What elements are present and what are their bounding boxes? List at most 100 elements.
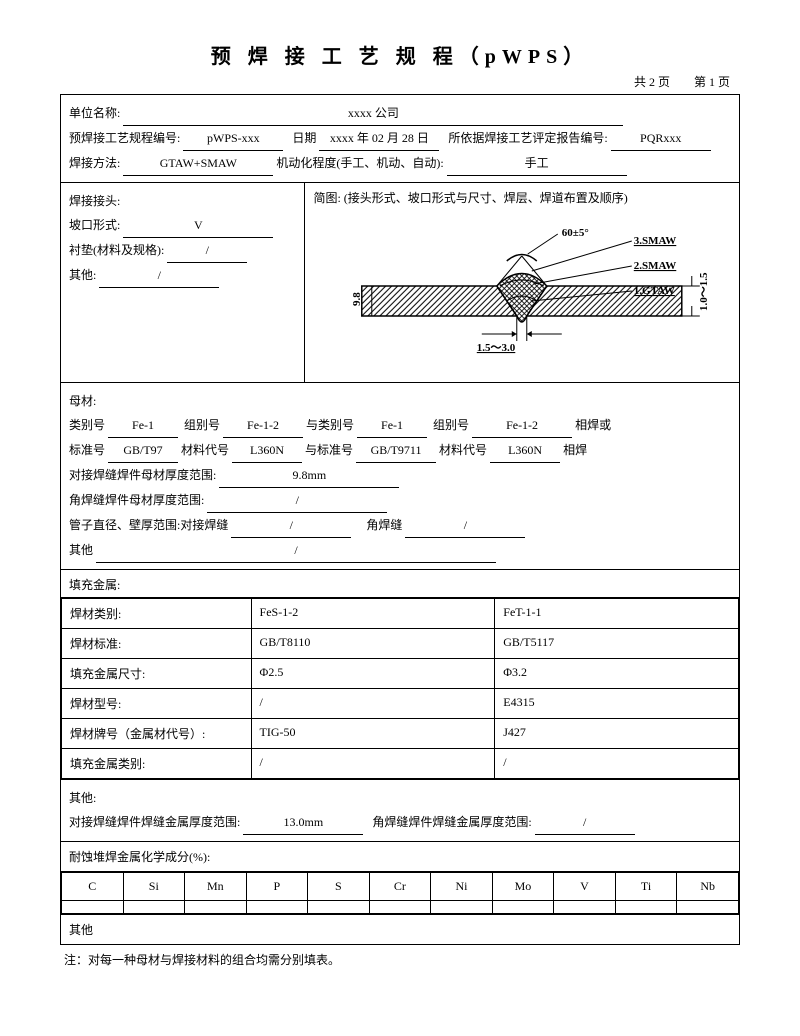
chem-col: P (246, 873, 308, 901)
chem-col: Ti (615, 873, 677, 901)
filler-cat-a: FeS-1-2 (251, 599, 495, 629)
footnote: 注：对每一种母材与焊接材料的组合均需分别填表。 (60, 945, 740, 968)
filler-table: 焊材类别: FeS-1-2 FeT-1-1 焊材标准: GB/T8110 GB/… (61, 598, 739, 779)
filler-label: 填充金属: (69, 578, 120, 592)
chem-col: C (62, 873, 124, 901)
chem-col: S (308, 873, 370, 901)
mat2: L360N (490, 438, 560, 463)
pipe-butt: / (231, 513, 351, 538)
method-value: GTAW+SMAW (123, 151, 273, 176)
fillet-range-label: 角焊缝焊件焊缝金属厚度范围: (372, 815, 531, 829)
filler-fcat-b: / (495, 749, 739, 779)
company-value: xxxx 公司 (123, 101, 623, 126)
group2: Fe-1-2 (472, 413, 572, 438)
weld-text: 相焊 (563, 443, 587, 457)
butt-range-value: 13.0mm (243, 810, 363, 835)
filler-model-a: / (251, 689, 495, 719)
filler-other-label: 其他: (69, 786, 731, 810)
chem-label: 耐蚀堆焊金属化学成分(%): (61, 842, 740, 872)
pqr-value: PQRxxx (611, 126, 711, 151)
group-label2: 组别号 (433, 418, 469, 432)
svg-text:60±5°: 60±5° (562, 227, 589, 239)
filler-std-a: GB/T8110 (251, 629, 495, 659)
date-value: xxxx 年 02 月 28 日 (319, 126, 439, 151)
fillet-thick-label: 角焊缝焊件母材厚度范围: (69, 493, 204, 507)
base-label: 母材: (69, 389, 731, 413)
filler-fcat-a: / (251, 749, 495, 779)
filler-brand-a: TIG-50 (251, 719, 495, 749)
pipe-fillet: / (405, 513, 525, 538)
auto-label: 机动化程度(手工、机动、自动): (276, 156, 443, 170)
pwps-no-label: 预焊接工艺规程编号: (69, 131, 180, 145)
svg-text:9.8: 9.8 (351, 292, 363, 306)
mat1: L360N (232, 438, 302, 463)
std2: GB/T9711 (356, 438, 436, 463)
chem-col: Ni (431, 873, 493, 901)
joint-diagram: 60±5° 3.SMAW 2.SMAW 1.GTAW 9.8 (313, 206, 731, 376)
chem-table: CSiMnPSCrNiMoVTiNb (61, 872, 739, 914)
chem-col: Si (123, 873, 185, 901)
filler-model-b: E4315 (495, 689, 739, 719)
svg-text:1.5～3.0: 1.5～3.0 (477, 342, 516, 354)
chem-col: Cr (369, 873, 431, 901)
chem-col: Nb (677, 873, 739, 901)
filler-std-label: 焊材标准: (62, 629, 252, 659)
date-label: 日期 (292, 131, 316, 145)
filler-model-label: 焊材型号: (62, 689, 252, 719)
svg-text:2.SMAW: 2.SMAW (634, 260, 676, 272)
group1: Fe-1-2 (223, 413, 303, 438)
chem-col: Mo (492, 873, 554, 901)
filler-size-b: Φ3.2 (495, 659, 739, 689)
mat-label: 材料代号 (181, 443, 229, 457)
groove-value: V (123, 213, 273, 238)
filler-fcat-label: 填充金属类别: (62, 749, 252, 779)
filler-cat-b: FeT-1-1 (495, 599, 739, 629)
filler-brand-label: 焊材牌号（金属材代号）: (62, 719, 252, 749)
std-label: 标准号 (69, 443, 105, 457)
mat-label2: 材料代号 (439, 443, 487, 457)
with-std-label: 与标准号 (305, 443, 353, 457)
method-label: 焊接方法: (69, 156, 120, 170)
cat-label: 类别号 (69, 418, 105, 432)
joint-other-label: 其他: (69, 268, 96, 282)
joint-label: 焊接接头: (69, 189, 296, 213)
cat1: Fe-1 (108, 413, 178, 438)
auto-value: 手工 (447, 151, 627, 176)
fillet-thick-value: / (207, 488, 387, 513)
butt-range-label: 对接焊缝焊件焊缝金属厚度范围: (69, 815, 240, 829)
backing-label: 衬垫(材料及规格): (69, 243, 164, 257)
main-form: 单位名称: xxxx 公司 预焊接工艺规程编号: pWPS-xxx 日期 xxx… (60, 94, 740, 945)
base-other-label: 其他 (69, 543, 93, 557)
fillet-range-value: / (535, 810, 635, 835)
svg-text:3.SMAW: 3.SMAW (634, 235, 676, 247)
group-label: 组别号 (184, 418, 220, 432)
with-cat-label: 与类别号 (306, 418, 354, 432)
butt-thick-value: 9.8mm (219, 463, 399, 488)
butt-thick-label: 对接焊缝焊件母材厚度范围: (69, 468, 216, 482)
svg-text:1.GTAW: 1.GTAW (634, 285, 675, 297)
pqr-label: 所依据焊接工艺评定报告编号: (448, 131, 607, 145)
groove-label: 坡口形式: (69, 218, 120, 232)
std1: GB/T97 (108, 438, 178, 463)
cat2: Fe-1 (357, 413, 427, 438)
joint-other-value: / (99, 263, 219, 288)
svg-text:1.0～1.5: 1.0～1.5 (698, 272, 710, 311)
filler-brand-b: J427 (495, 719, 739, 749)
weld-or: 相焊或 (575, 418, 611, 432)
diagram-label: 简图: (接头形式、坡口形式与尺寸、焊层、焊道布置及顺序) (313, 189, 731, 206)
filler-cat-label: 焊材类别: (62, 599, 252, 629)
pipe-fillet-label: 角焊缝 (366, 518, 402, 532)
pipe-label: 管子直径、壁厚范围:对接焊缝 (69, 518, 228, 532)
filler-size-a: Φ2.5 (251, 659, 495, 689)
chem-col: V (554, 873, 616, 901)
page-info: 共 2 页 第 1 页 (60, 73, 740, 90)
filler-size-label: 填充金属尺寸: (62, 659, 252, 689)
filler-std-b: GB/T5117 (495, 629, 739, 659)
company-label: 单位名称: (69, 106, 120, 120)
backing-value: / (167, 238, 247, 263)
chem-col: Mn (185, 873, 247, 901)
doc-title: 预 焊 接 工 艺 规 程（pWPS） (60, 40, 740, 69)
pwps-no-value: pWPS-xxx (183, 126, 283, 151)
final-other: 其他 (61, 915, 740, 945)
base-other-value: / (96, 538, 496, 563)
